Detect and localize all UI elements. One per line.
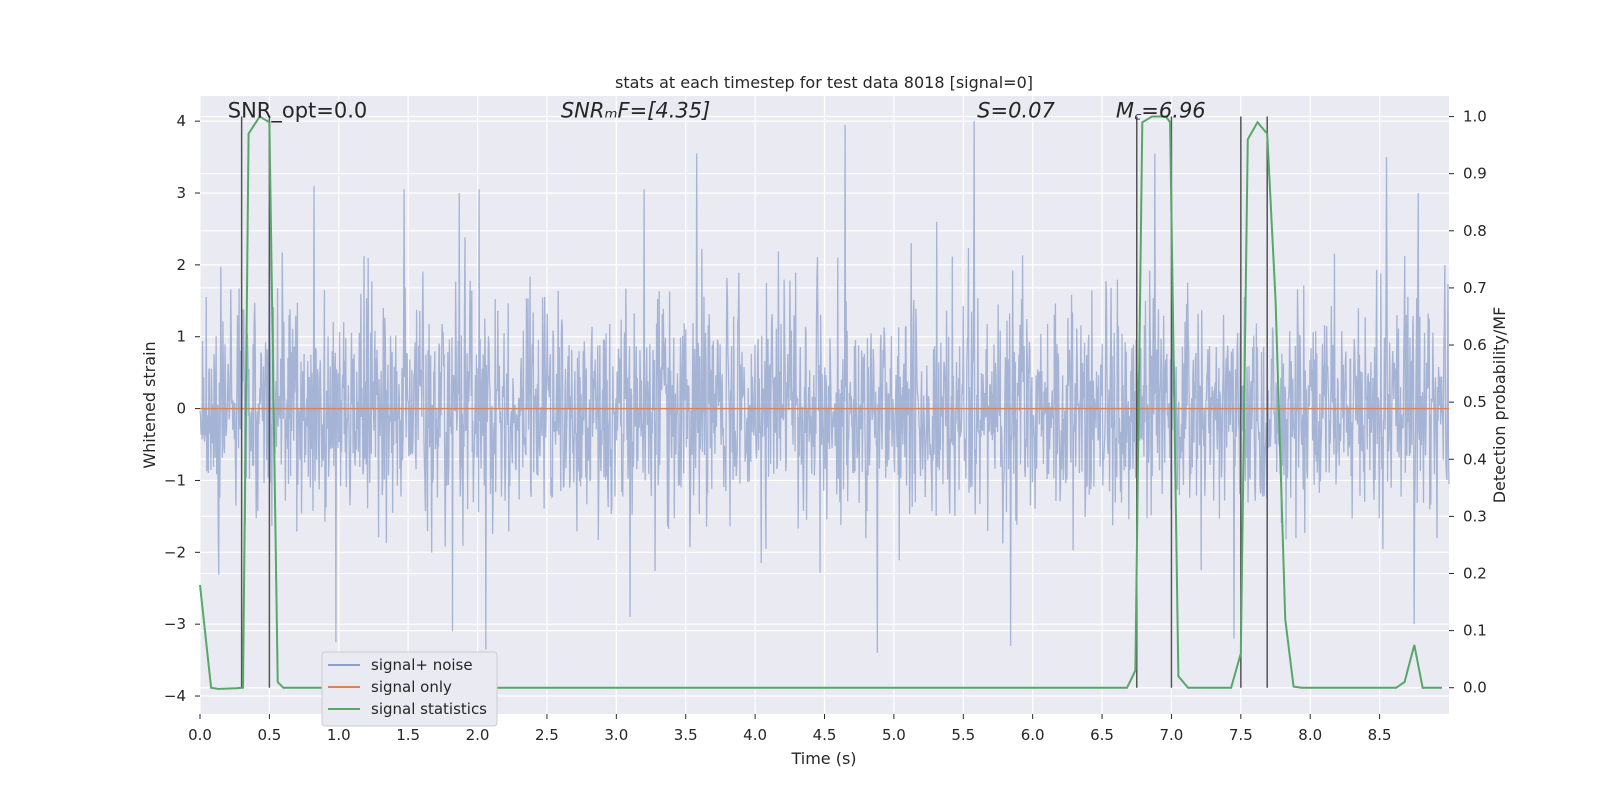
- y-tick-label-8: 4: [176, 112, 186, 130]
- legend-label-signal-statistics: signal statistics: [371, 700, 487, 718]
- y-right-tick-label-0: 0.0: [1463, 679, 1487, 697]
- legend-label-signal-noise: signal+ noise: [371, 656, 473, 674]
- y-right-tick-label-8: 0.8: [1463, 222, 1487, 240]
- y-right-tick-label-5: 0.5: [1463, 393, 1487, 411]
- annotation-0: SNR_opt=0.0: [228, 99, 368, 124]
- x-tick-label-15: 7.5: [1229, 726, 1253, 744]
- y-right-tick-label-6: 0.6: [1463, 336, 1487, 354]
- x-tick-label-14: 7.0: [1160, 726, 1184, 744]
- y-axis-label: Whitened strain: [140, 341, 159, 468]
- y-right-axis-label: Detection probability/MF: [1490, 307, 1509, 504]
- y-right-tick-labels: 0.0 0.1 0.2 0.3 0.4 0.5 0.6 0.7 0.8 0.9 1.0: [1449, 108, 1487, 697]
- x-tick-label-9: 4.5: [813, 726, 837, 744]
- x-tick-label-11: 5.5: [951, 726, 975, 744]
- annotation-2: S=0.07: [977, 99, 1055, 123]
- x-tick-label-5: 2.5: [535, 726, 559, 744]
- x-tick-label-2: 1.0: [327, 726, 351, 744]
- y-tick-label-1: −3: [164, 615, 186, 633]
- y-tick-label-3: −1: [164, 471, 186, 489]
- x-tick-label-1: 0.5: [257, 726, 281, 744]
- y-tick-label-6: 2: [176, 256, 186, 274]
- signal-statistics-line: [199, 115, 1443, 690]
- y-tick-label-7: 3: [176, 184, 186, 202]
- x-tick-label-0: 0.0: [188, 726, 212, 744]
- y-right-tick-label-9: 0.9: [1463, 165, 1487, 183]
- y-tick-label-5: 1: [176, 328, 186, 346]
- y-right-tick-label-2: 0.2: [1463, 564, 1487, 582]
- x-tick-label-8: 4.0: [743, 726, 767, 744]
- legend-label-signal-only: signal only: [371, 678, 452, 696]
- y-right-tick-label-7: 0.7: [1463, 279, 1487, 297]
- y-right-tick-label-4: 0.4: [1463, 450, 1487, 468]
- x-tick-label-7: 3.5: [674, 726, 698, 744]
- y-tick-label-0: −4: [164, 687, 186, 705]
- x-tick-label-17: 8.5: [1368, 726, 1392, 744]
- y-right-tick-label-1: 0.1: [1463, 622, 1487, 640]
- legend: signal+ noise signal only signal statist…: [321, 651, 498, 727]
- x-tick-label-13: 6.5: [1090, 726, 1114, 744]
- x-tick-label-10: 5.0: [882, 726, 906, 744]
- x-tick-label-6: 3.0: [604, 726, 628, 744]
- annotation-1: SNRₘF=[4.35]: [561, 99, 711, 123]
- x-tick-labels: 0.0 0.5 1.0 1.5 2.0 2.5 3.0 3.5 4.0 4.5 5.0 5.5 6.0 6…: [188, 714, 1392, 744]
- y-tick-label-2: −2: [164, 543, 186, 561]
- x-tick-label-3: 1.5: [396, 726, 420, 744]
- x-tick-label-12: 6.0: [1021, 726, 1045, 744]
- x-tick-label-4: 2.0: [466, 726, 490, 744]
- y-tick-labels: −4 −3 −2 −1 0 1 2 3 4: [164, 112, 200, 705]
- annotations: SNR_opt=0.0 SNRₘF=[4.35] S=0.07 M꜀=6.96: [228, 99, 1206, 124]
- chart-title: stats at each timestep for test data 801…: [615, 73, 1033, 92]
- x-axis-label: Time (s): [790, 749, 856, 768]
- y-tick-label-4: 0: [176, 400, 186, 418]
- series-signal-statistics: [199, 115, 1443, 690]
- y-right-tick-label-10: 1.0: [1463, 108, 1487, 126]
- annotation-3: M꜀=6.96: [1116, 99, 1206, 123]
- x-tick-label-16: 8.0: [1298, 726, 1322, 744]
- legend-box: [321, 651, 498, 727]
- y-right-tick-label-3: 0.3: [1463, 507, 1487, 525]
